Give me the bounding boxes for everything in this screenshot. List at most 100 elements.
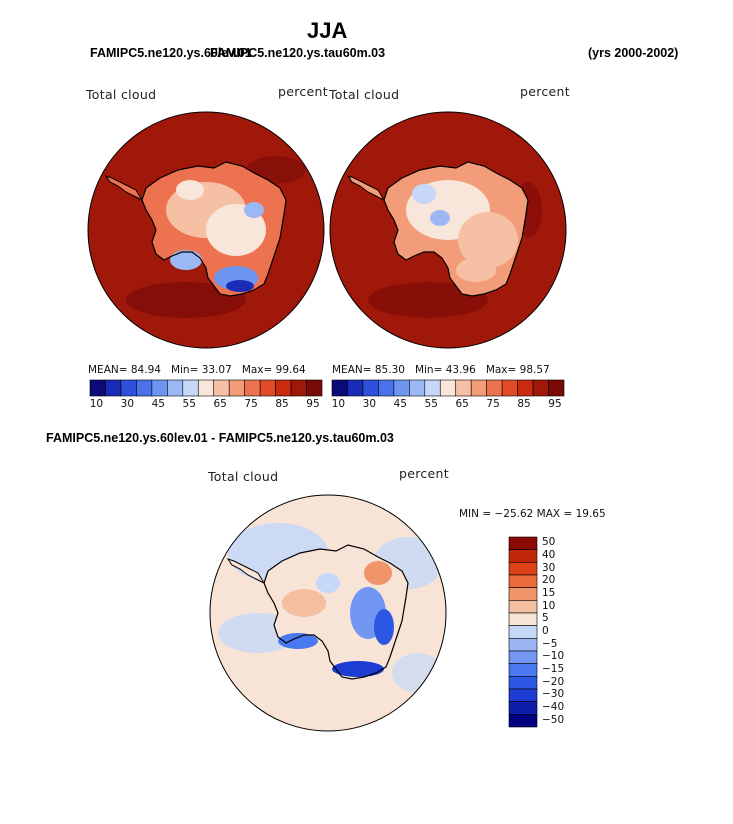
cloud-anomaly-patch	[430, 210, 450, 226]
colorbar-swatch	[508, 625, 538, 639]
colorbar-tick-label: 10	[89, 398, 104, 410]
colorbar-tick-label: 5	[542, 612, 549, 625]
colorbar-tick-label: −10	[542, 650, 565, 663]
colorbar-tick-label: 10	[542, 599, 556, 612]
panel2-min-label: Min=	[414, 364, 443, 376]
panel1-min-value: 33.07	[201, 364, 232, 376]
cloud-anomaly-patch	[332, 661, 384, 677]
colorbar-swatch	[167, 379, 184, 397]
colorbar-tick-label: −5	[542, 637, 558, 650]
map-border	[209, 494, 447, 732]
colorbar-tick-label: 30	[120, 398, 135, 410]
panel1-units-label: percent	[278, 84, 328, 99]
diff-units-label: percent	[399, 466, 449, 481]
cloud-anomaly-patch	[244, 202, 264, 218]
colorbar-tick-label: 20	[542, 574, 556, 587]
cloud-anomaly-patch	[278, 633, 318, 649]
colorbar-swatch	[393, 379, 410, 397]
cloud-anomaly-patch	[456, 258, 496, 282]
peninsula-coastline	[346, 175, 386, 202]
colorbar-swatch	[508, 612, 538, 626]
colorbar-tick-label: −40	[542, 701, 565, 713]
colorbar-swatch	[470, 379, 487, 397]
colorbar-swatch	[424, 379, 441, 397]
coastline	[383, 161, 529, 297]
colorbar-swatch	[213, 379, 230, 397]
cloud-anomaly-patch	[458, 212, 518, 268]
colorbar-tick-label: 30	[542, 561, 556, 574]
colorbar-swatch	[120, 379, 137, 397]
case-b-title: FAMIPC5.ne120.ys.tau60m.03	[210, 46, 386, 60]
cloud-anomaly-patch	[316, 573, 340, 593]
map-field	[210, 495, 446, 731]
colorbar-swatch	[508, 638, 538, 652]
colorbar-swatch	[331, 379, 348, 397]
colorbar-swatch	[362, 379, 379, 397]
colorbar-swatch	[501, 379, 518, 397]
colorbar-swatch	[508, 549, 538, 563]
colorbar-tick-label: 40	[542, 549, 556, 561]
panel2-units-label: percent	[520, 84, 570, 99]
diff-colorbar-ticks: 50 40 30 20 15 10 5 0 −5 −10 −15 −20 −30 −40 −50	[542, 536, 582, 727]
colorbar-swatch	[548, 379, 565, 397]
cloud-anomaly-patch	[282, 589, 326, 617]
colorbar-swatch	[89, 379, 106, 397]
colorbar-tick-label: 85	[275, 398, 289, 410]
panel1-variable-label: Total cloud	[86, 87, 157, 102]
panel2-stats: MEAN= 85.30 Min= 43.96 Max= 98.57	[332, 364, 550, 376]
panel1-max-value: 99.64	[275, 364, 306, 376]
colorbar-tick-label: 30	[362, 398, 377, 410]
colorbar-tick-label: 50	[542, 536, 556, 549]
ocean-band	[126, 282, 246, 318]
panel1-mean-value: 84.94	[130, 364, 161, 376]
colorbar-swatch	[455, 379, 472, 397]
colorbar-swatch	[486, 379, 503, 397]
panel2-mean-value: 85.30	[374, 364, 405, 376]
colorbar-tick-label: 55	[424, 398, 438, 410]
panel1-colorbar	[89, 379, 323, 397]
panel2-max-value: 98.57	[519, 364, 550, 376]
map-field	[330, 112, 566, 348]
colorbar-swatch	[508, 587, 538, 601]
cloud-anomaly-patch	[170, 250, 202, 270]
case-a-title: FAMIPC5.ne120.ys.60lev.01	[90, 46, 252, 60]
panel2-max-label: Max=	[485, 364, 517, 376]
colorbar-tick-label: 15	[542, 587, 556, 599]
panel2-mean-label: MEAN=	[332, 364, 372, 376]
colorbar-tick-label: 45	[393, 398, 407, 410]
colorbar-swatch	[439, 379, 457, 397]
panel2-total-cloud-map	[329, 111, 567, 349]
colorbar-swatch	[532, 379, 549, 397]
cloud-anomaly-patch	[364, 561, 392, 585]
colorbar-swatch	[151, 379, 168, 397]
cloud-anomaly-patch	[412, 184, 436, 204]
colorbar-swatch	[244, 379, 261, 397]
panel1-colorbar-ticks: 10 30 45 55 65 75 85 95	[90, 398, 322, 412]
diff-colorbar	[508, 536, 538, 728]
panel1-stats: MEAN= 84.94 Min= 33.07 Max= 99.64	[88, 364, 306, 376]
colorbar-swatch	[347, 379, 364, 397]
colorbar-tick-label: 45	[151, 398, 165, 410]
cloud-anomaly-patch	[176, 180, 204, 200]
diff-minmax: MIN = −25.62 MAX = 19.65	[459, 508, 606, 520]
colorbar-swatch	[197, 379, 215, 397]
colorbar-swatch	[508, 536, 538, 550]
colorbar-swatch	[409, 379, 426, 397]
coastline	[141, 161, 287, 297]
colorbar-swatch	[182, 379, 199, 397]
ocean-band	[368, 282, 488, 318]
colorbar-tick-label: −20	[542, 675, 565, 688]
colorbar-swatch	[508, 688, 538, 702]
colorbar-swatch	[259, 379, 276, 397]
colorbar-tick-label: 65	[213, 398, 227, 410]
colorbar-swatch	[508, 701, 538, 715]
colorbar-tick-label: 0	[542, 625, 549, 637]
colorbar-swatch	[517, 379, 534, 397]
colorbar-swatch	[508, 562, 538, 576]
peninsula-coastline	[226, 558, 266, 585]
coastline	[263, 544, 409, 680]
panel1-max-label: Max=	[241, 364, 273, 376]
colorbar-tick-label: −15	[542, 663, 565, 675]
colorbar-tick-label: 95	[548, 398, 562, 410]
panel2-min-value: 43.96	[445, 364, 476, 376]
